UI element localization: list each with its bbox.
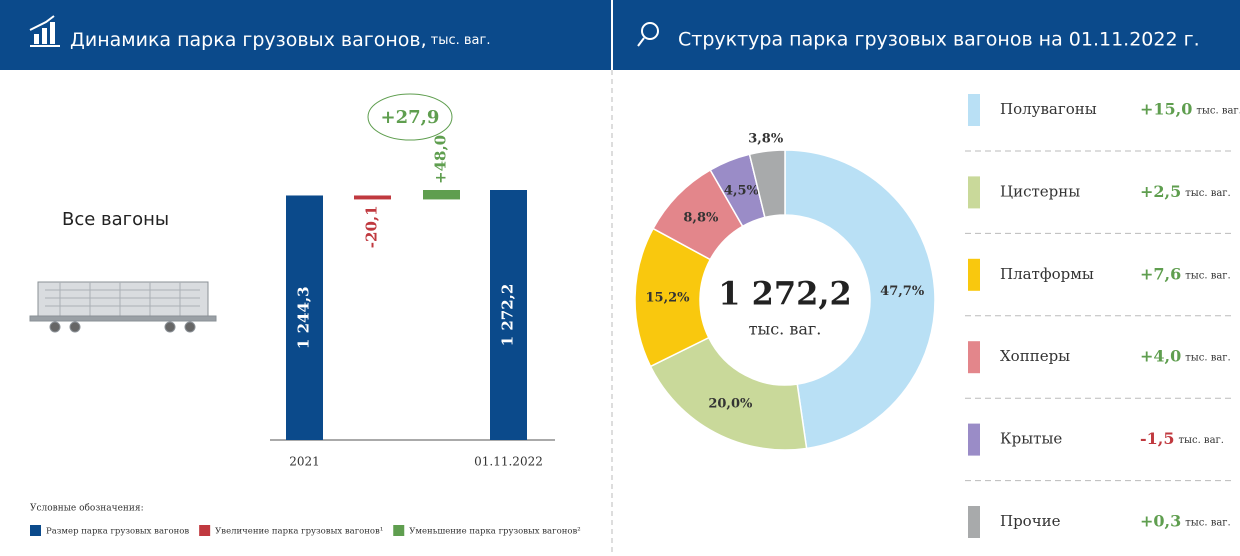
change-unit: тыс. ваг.: [1178, 435, 1223, 446]
legend-swatch: [968, 94, 980, 126]
bar: [423, 190, 460, 199]
change-unit: тыс. ваг.: [1185, 353, 1230, 364]
legend-label: Прочие: [1000, 512, 1061, 530]
change-value: +15,0: [1140, 100, 1192, 119]
legend-swatch: [199, 525, 210, 536]
legend-swatch: [968, 341, 980, 373]
legend-label: Хопперы: [1000, 347, 1070, 365]
legend-label: Крытые: [1000, 430, 1062, 448]
legend-label: Цистерны: [1000, 182, 1080, 200]
annotation: +27,9: [381, 107, 440, 128]
change-value: +2,5: [1140, 182, 1181, 201]
change-unit: тыс. ваг.: [1185, 270, 1230, 281]
legend-swatch: [968, 259, 980, 291]
value-label: -20,1: [363, 205, 381, 248]
legend-swatch: [393, 525, 404, 536]
change-unit: тыс. ваг.: [1196, 106, 1240, 117]
change-value: +7,6: [1140, 264, 1181, 283]
bar: [354, 195, 391, 199]
center-value: 1 272,2: [718, 275, 852, 313]
change-value: +0,3: [1140, 512, 1181, 531]
legend-swatch: [968, 424, 980, 456]
value-label: 15,2%: [646, 290, 691, 305]
value-label: 4,5%: [724, 183, 760, 198]
subtitle: Все вагоны: [62, 209, 169, 230]
legend-label: Полувагоны: [1000, 100, 1097, 118]
x-tick-label: 01.11.2022: [474, 455, 543, 469]
wagon-icon: [30, 282, 216, 332]
change-unit: тыс. ваг.: [1185, 188, 1230, 199]
change-unit: тыс. ваг.: [1185, 518, 1230, 529]
dashboard: Динамика парка грузовых вагонов, тыс. ваг…: [0, 0, 1240, 556]
legend-label: Платформы: [1000, 265, 1094, 283]
legend-title: Условные обозначения:: [30, 503, 144, 514]
value-label: 20,0%: [708, 397, 753, 412]
legend-swatch: [968, 176, 980, 208]
change-value: +4,0: [1140, 347, 1181, 366]
change-value: -1,5: [1140, 429, 1174, 448]
panel-title: Структура парка грузовых вагонов на 01.1…: [678, 29, 1200, 51]
legend-swatch: [968, 506, 980, 538]
title: Динамика парка грузовых вагонов,: [70, 29, 427, 51]
value-label: +48,0: [432, 135, 450, 184]
value-label: 3,8%: [748, 132, 784, 147]
value-label: 1 244,3: [295, 286, 313, 349]
center-unit: тыс. ваг.: [749, 320, 822, 339]
value-label: 8,8%: [683, 210, 719, 225]
legend-swatch: [30, 525, 41, 536]
x-tick-label: 2021: [289, 455, 320, 469]
value-label: 1 272,2: [499, 284, 517, 347]
legend-label: Уменьшение парка грузовых вагонов²: [409, 527, 580, 537]
legend-label: Увеличение парка грузовых вагонов¹: [215, 527, 383, 537]
legend-label: Размер парка грузовых вагонов: [46, 527, 189, 537]
value-label: 47,7%: [880, 284, 925, 299]
title-unit: тыс. ваг.: [431, 33, 491, 48]
